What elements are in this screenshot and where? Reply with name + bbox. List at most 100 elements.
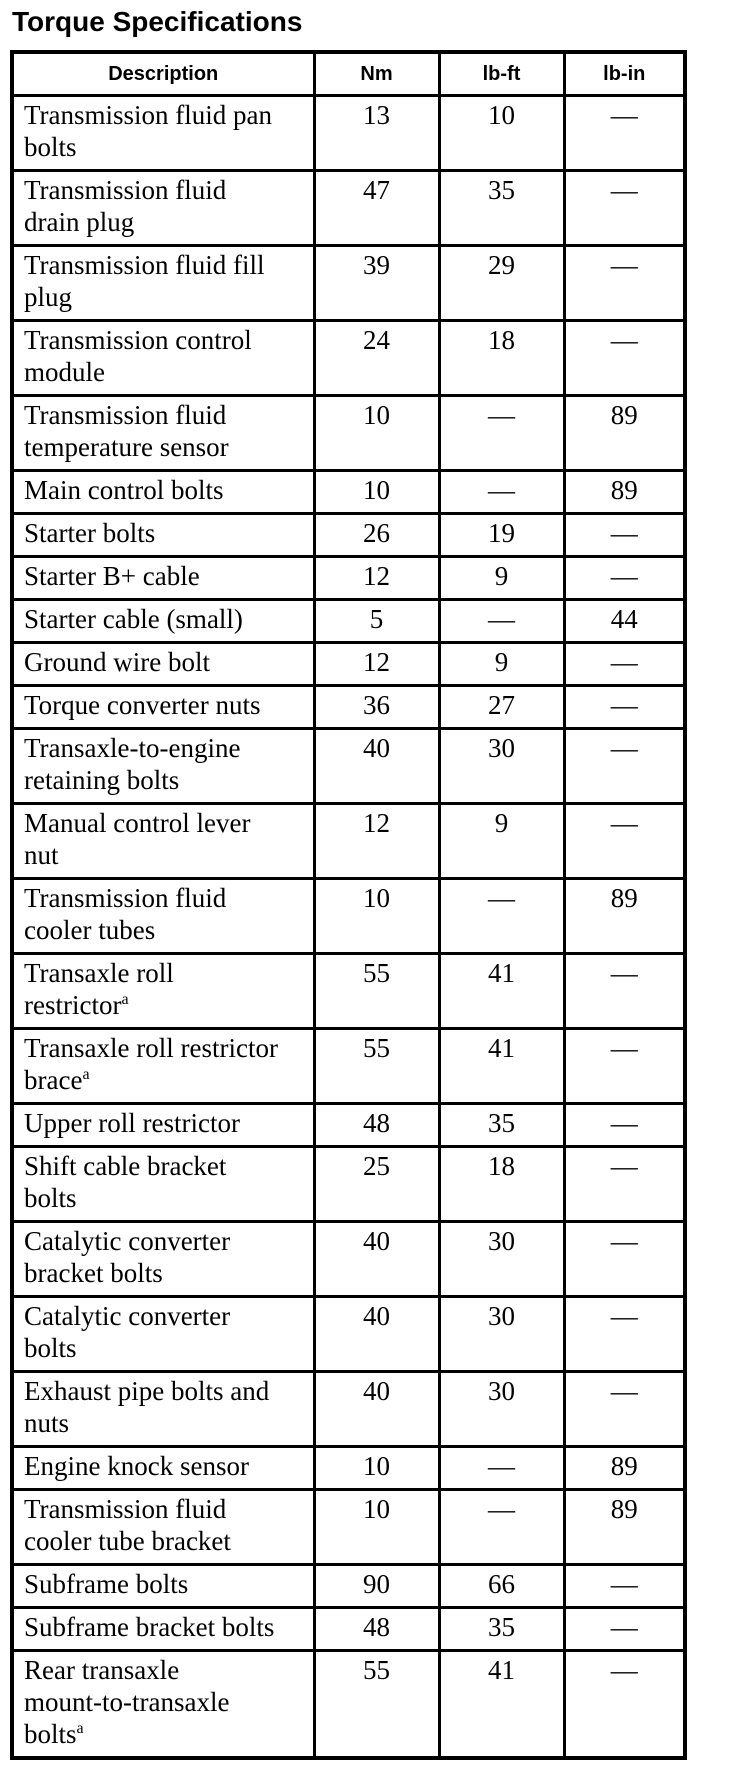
table-header-row: Description Nm lb-ft lb-in — [10, 50, 687, 97]
description-text: Main control bolts — [24, 475, 224, 505]
lb-ft-value-cell: 41 — [437, 952, 566, 1030]
nm-value-cell: 13 — [312, 94, 441, 172]
description-cell: Catalytic converter bolts — [10, 1295, 316, 1373]
nm-value-cell: 55 — [312, 952, 441, 1030]
description-text: Subframe bracket bolts — [24, 1612, 275, 1642]
table-row: Transmission fluid temperature sensor 10… — [10, 394, 687, 472]
lb-in-value-cell: — — [562, 94, 687, 172]
table-row: Exhaust pipe bolts and nuts 40 30 — — [10, 1370, 687, 1448]
table-row: Rear transaxle mount-to-transaxle boltsa… — [10, 1649, 687, 1760]
column-header-nm: Nm — [312, 50, 441, 97]
lb-ft-value-cell: 30 — [437, 1370, 566, 1448]
lb-ft-value-cell: 30 — [437, 727, 566, 805]
manual-page: Torque Specifications Description Nm lb-… — [0, 6, 736, 1792]
lb-in-value-cell: 44 — [562, 598, 687, 644]
description-cell: Transmission fluid fill plug — [10, 244, 316, 322]
lb-in-value-cell: — — [562, 1295, 687, 1373]
description-text: Engine knock sensor — [24, 1451, 249, 1481]
description-cell: Upper roll restrictor — [10, 1102, 316, 1148]
table-row: Transmission fluid cooler tube bracket 1… — [10, 1488, 687, 1566]
lb-ft-value-cell: 35 — [437, 1606, 566, 1652]
table-row: Subframe bracket bolts 48 35 — — [10, 1606, 687, 1652]
column-header-lb-in: lb-in — [562, 50, 687, 97]
table-row: Main control bolts 10 — 89 — [10, 469, 687, 515]
nm-value-cell: 47 — [312, 169, 441, 247]
nm-value-cell: 36 — [312, 684, 441, 730]
description-cell: Transmission fluid temperature sensor — [10, 394, 316, 472]
description-text: Ground wire bolt — [24, 647, 210, 677]
nm-value-cell: 40 — [312, 1295, 441, 1373]
lb-in-value-cell: — — [562, 1649, 687, 1760]
description-text: Transmission fluid temperature sensor — [24, 400, 229, 462]
table-row: Transmission fluid drain plug 47 35 — — [10, 169, 687, 247]
table-row: Catalytic converter bolts 40 30 — — [10, 1295, 687, 1373]
table-body: Transmission fluid pan bolts 13 10 — Tra… — [10, 94, 687, 1760]
description-text: Catalytic converter bracket bolts — [24, 1226, 231, 1288]
lb-in-value-cell: — — [562, 1102, 687, 1148]
description-text: Rear transaxle mount-to-transaxle boltsa — [24, 1655, 230, 1749]
description-text: Transaxle roll restrictora — [24, 958, 174, 1020]
table-header: Description Nm lb-ft lb-in — [10, 50, 687, 97]
description-cell: Subframe bracket bolts — [10, 1606, 316, 1652]
description-text: Transmission fluid pan bolts — [24, 100, 273, 162]
table-row: Transaxle roll restrictor bracea 55 41 — — [10, 1027, 687, 1105]
table-row: Engine knock sensor 10 — 89 — [10, 1445, 687, 1491]
lb-in-value-cell: — — [562, 1220, 687, 1298]
lb-in-value-cell: — — [562, 952, 687, 1030]
lb-ft-value-cell: 19 — [437, 512, 566, 558]
description-text: Starter B+ cable — [24, 561, 200, 591]
page-title: Torque Specifications — [12, 6, 303, 37]
lb-ft-value-cell: 18 — [437, 1145, 566, 1223]
description-cell: Engine knock sensor — [10, 1445, 316, 1491]
table-row: Subframe bolts 90 66 — — [10, 1563, 687, 1609]
lb-in-value-cell: — — [562, 1145, 687, 1223]
nm-value-cell: 26 — [312, 512, 441, 558]
table-row: Manual control lever nut 12 9 — — [10, 802, 687, 880]
table-row: Shift cable bracket bolts 25 18 — — [10, 1145, 687, 1223]
nm-value-cell: 40 — [312, 727, 441, 805]
lb-ft-value-cell: 29 — [437, 244, 566, 322]
table-row: Catalytic converter bracket bolts 40 30 … — [10, 1220, 687, 1298]
description-text: Transmission control module — [24, 325, 252, 387]
lb-in-value-cell: — — [562, 1027, 687, 1105]
description-cell: Ground wire bolt — [10, 641, 316, 687]
table-row: Upper roll restrictor 48 35 — — [10, 1102, 687, 1148]
table-row: Starter B+ cable 12 9 — — [10, 555, 687, 601]
lb-in-value-cell: — — [562, 244, 687, 322]
lb-ft-value-cell: 66 — [437, 1563, 566, 1609]
torque-specifications-table: Description Nm lb-ft lb-in Transmission … — [10, 50, 687, 1760]
description-cell: Transmission fluid pan bolts — [10, 94, 316, 172]
description-cell: Rear transaxle mount-to-transaxle boltsa — [10, 1649, 316, 1760]
nm-value-cell: 12 — [312, 641, 441, 687]
lb-in-value-cell: — — [562, 169, 687, 247]
table-row: Ground wire bolt 12 9 — — [10, 641, 687, 687]
description-cell: Catalytic converter bracket bolts — [10, 1220, 316, 1298]
table-row: Transmission control module 24 18 — — [10, 319, 687, 397]
description-word: mount-to-transaxle — [24, 1687, 230, 1717]
description-cell: Transmission control module — [10, 319, 316, 397]
lb-in-value-cell: 89 — [562, 469, 687, 515]
lb-in-value-cell: 89 — [562, 394, 687, 472]
description-cell: Exhaust pipe bolts and nuts — [10, 1370, 316, 1448]
nm-value-cell: 48 — [312, 1102, 441, 1148]
table-row: Starter bolts 26 19 — — [10, 512, 687, 558]
lb-ft-value-cell: 35 — [437, 1102, 566, 1148]
description-cell: Starter B+ cable — [10, 555, 316, 601]
table-row: Starter cable (small) 5 — 44 — [10, 598, 687, 644]
description-text: Transaxle roll restrictor bracea — [24, 1033, 278, 1095]
lb-in-value-cell: — — [562, 641, 687, 687]
lb-ft-value-cell: — — [437, 598, 566, 644]
lb-in-value-cell: — — [562, 727, 687, 805]
nm-value-cell: 10 — [312, 469, 441, 515]
description-cell: Transmission fluid cooler tube bracket — [10, 1488, 316, 1566]
lb-ft-value-cell: 9 — [437, 555, 566, 601]
description-cell: Manual control lever nut — [10, 802, 316, 880]
nm-value-cell: 90 — [312, 1563, 441, 1609]
nm-value-cell: 40 — [312, 1370, 441, 1448]
lb-ft-value-cell: 35 — [437, 169, 566, 247]
table-row: Transmission fluid cooler tubes 10 — 89 — [10, 877, 687, 955]
table-row: Torque converter nuts 36 27 — — [10, 684, 687, 730]
nm-value-cell: 12 — [312, 802, 441, 880]
lb-in-value-cell: — — [562, 1370, 687, 1448]
nm-value-cell: 25 — [312, 1145, 441, 1223]
